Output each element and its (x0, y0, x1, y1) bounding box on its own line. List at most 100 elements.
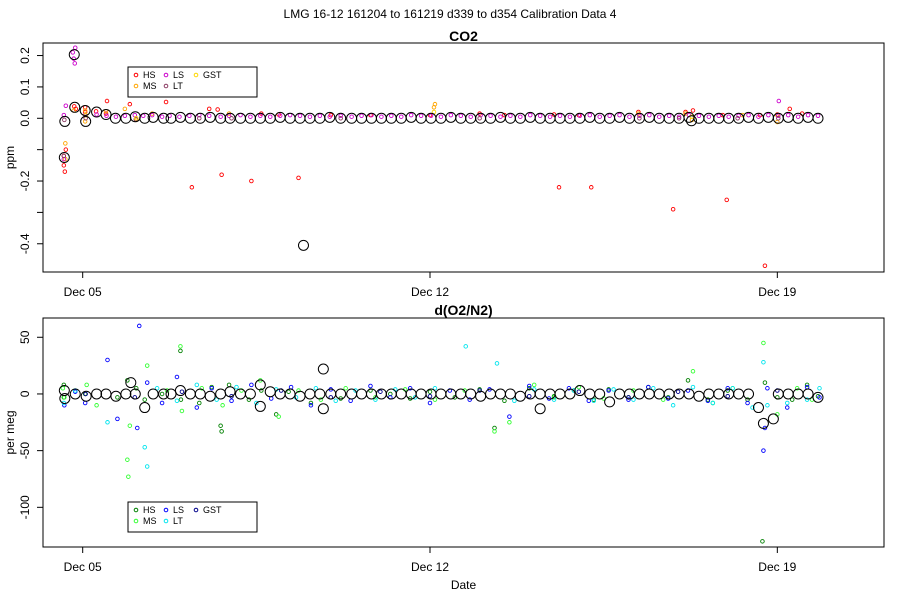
data-point (761, 340, 766, 346)
data-point (70, 50, 76, 55)
data-point (82, 108, 88, 113)
data-point (726, 114, 731, 119)
mean-point (58, 152, 70, 163)
data-point (313, 386, 319, 391)
data-point (159, 114, 165, 119)
mean-point (317, 403, 329, 415)
data-point (178, 348, 183, 354)
data-point (179, 389, 185, 394)
data-point (159, 400, 165, 406)
data-point (144, 380, 150, 385)
mean-point (743, 388, 755, 400)
data-point (547, 114, 553, 119)
data-point (258, 113, 263, 119)
data-point (288, 384, 294, 390)
mean-point (594, 388, 606, 400)
mean-point (335, 112, 347, 124)
mean-point (294, 112, 306, 124)
mean-point (663, 112, 675, 124)
mean-point (317, 363, 329, 375)
series-mean (58, 363, 824, 429)
data-point (637, 113, 642, 119)
mean-point (514, 390, 526, 402)
data-point (209, 386, 214, 391)
data-point (127, 101, 133, 107)
mean-point (234, 388, 246, 400)
mean-point (79, 104, 91, 116)
data-point (286, 389, 291, 394)
mean-point (733, 112, 745, 124)
data-point (660, 397, 666, 402)
data-point (794, 386, 800, 391)
legend-marker (193, 507, 199, 513)
data-point (537, 113, 543, 119)
legend-label: HS (143, 505, 156, 515)
data-point (631, 397, 636, 402)
data-point (174, 398, 180, 404)
data-point (477, 116, 482, 121)
mean-point (604, 112, 616, 124)
data-point (724, 197, 729, 203)
mean-point (335, 388, 347, 400)
legend-label: MS (143, 516, 157, 526)
mean-point (356, 388, 368, 400)
data-point (745, 400, 750, 406)
mean-point (475, 390, 487, 402)
mean-point (485, 112, 497, 124)
data-point (502, 398, 507, 404)
mean-point (504, 388, 516, 400)
data-point (710, 400, 716, 406)
series-lt (61, 344, 822, 469)
data-point (126, 474, 131, 479)
data-point (795, 114, 801, 119)
data-point (249, 178, 254, 184)
data-point (199, 386, 205, 391)
data-point (817, 386, 822, 391)
data-point (526, 393, 532, 399)
mean-point (683, 388, 695, 400)
data-point (427, 389, 433, 394)
mean-point (264, 386, 276, 398)
mean-point (325, 388, 337, 400)
data-point (267, 114, 273, 119)
data-point (72, 61, 78, 66)
mean-point (224, 386, 236, 398)
mean-point (91, 388, 103, 400)
data-point (526, 386, 532, 391)
data-point (137, 323, 142, 329)
data-point (716, 113, 722, 119)
x-axis-label: Date (451, 578, 477, 592)
data-point (627, 114, 632, 119)
data-point (617, 112, 622, 118)
data-point (736, 113, 741, 119)
mean-point (685, 115, 697, 127)
data-point (647, 112, 652, 118)
mean-point (244, 388, 256, 400)
data-point (189, 185, 195, 190)
x-tick-label: Dec 12 (411, 285, 449, 299)
chart-title: d(O2/N2) (434, 302, 492, 318)
y-tick-label: -0.2 (18, 170, 32, 191)
data-point (273, 412, 279, 417)
mean-point (204, 111, 216, 123)
data-point (587, 112, 593, 118)
mean-point (234, 112, 246, 124)
data-point (218, 114, 223, 119)
series-ls (62, 323, 822, 453)
data-point (149, 112, 155, 118)
data-point (194, 405, 200, 410)
data-point (296, 175, 301, 181)
data-point (187, 113, 192, 119)
mean-point (365, 388, 377, 400)
data-point (690, 108, 696, 113)
series-hs (61, 98, 805, 268)
data-point (105, 420, 110, 425)
plot-frame (42, 317, 885, 548)
data-point (556, 185, 562, 190)
mean-point (59, 392, 71, 404)
data-point (467, 397, 472, 402)
data-point (60, 386, 66, 391)
mean-point (68, 49, 80, 61)
